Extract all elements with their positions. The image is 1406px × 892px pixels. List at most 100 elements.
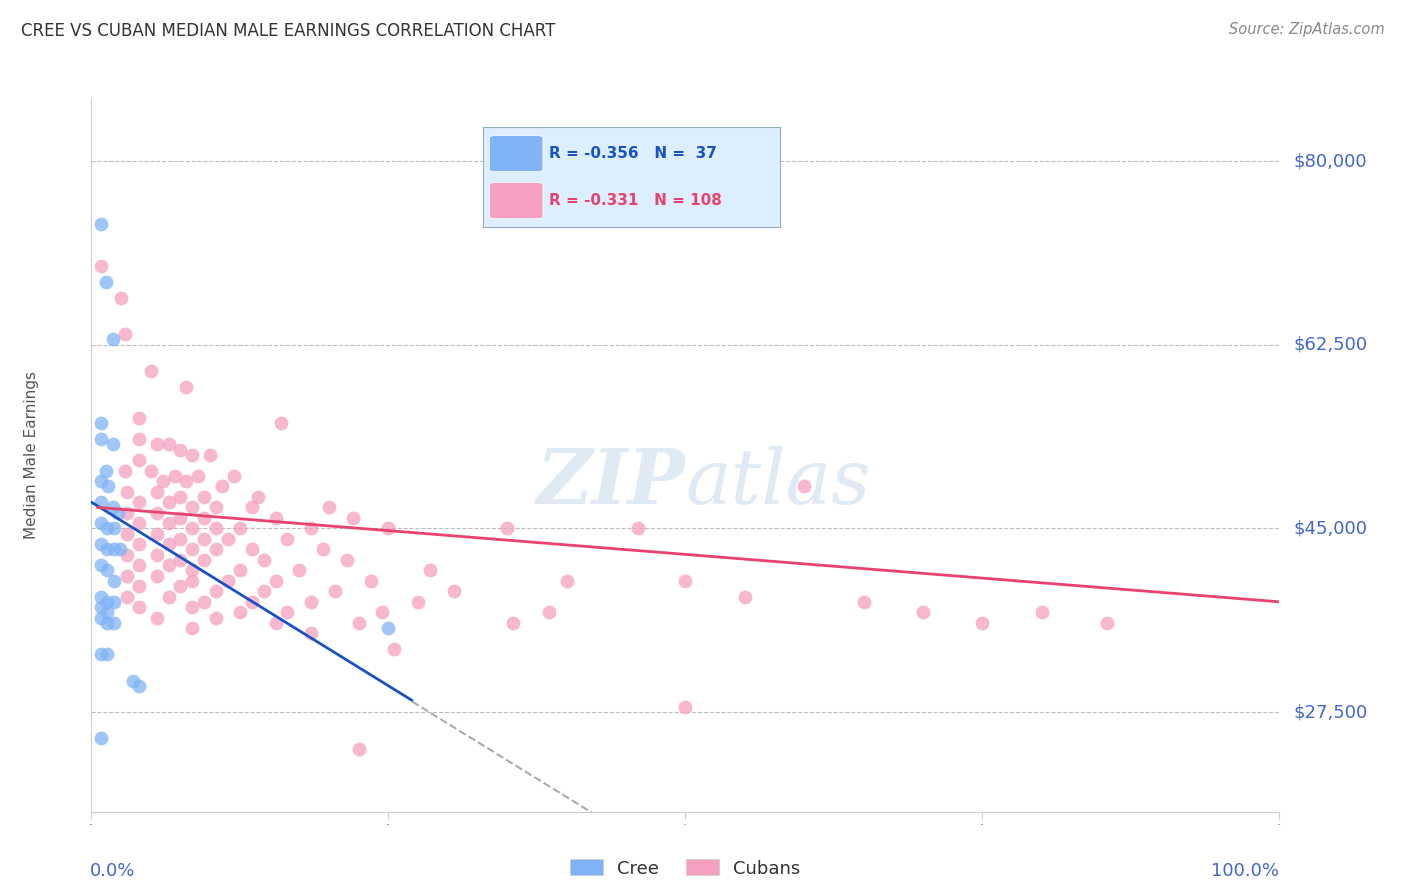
Point	[122, 673, 145, 688]
Point	[103, 574, 125, 588]
Point	[169, 579, 191, 593]
Point	[229, 605, 252, 619]
Point	[128, 411, 150, 425]
Point	[347, 741, 370, 756]
Text: $27,500: $27,500	[1294, 703, 1368, 721]
Point	[96, 615, 118, 630]
Point	[107, 506, 129, 520]
Point	[101, 437, 124, 451]
Point	[323, 584, 346, 599]
Point	[318, 500, 340, 515]
Point	[90, 537, 112, 551]
Point	[114, 327, 136, 342]
Point	[94, 464, 117, 478]
Point	[96, 605, 118, 619]
Point	[145, 548, 167, 562]
Point	[264, 574, 287, 588]
Point	[193, 595, 215, 609]
Point	[377, 621, 399, 635]
Point	[169, 553, 191, 567]
Point	[128, 537, 150, 551]
Point	[90, 217, 112, 231]
Point	[537, 605, 560, 619]
Point	[217, 574, 239, 588]
Point	[1095, 615, 1118, 630]
Point	[288, 563, 311, 577]
Point	[157, 437, 180, 451]
Point	[103, 542, 125, 557]
Point	[205, 521, 228, 535]
Point	[101, 333, 124, 347]
Point	[205, 542, 228, 557]
Point	[264, 511, 287, 525]
Point	[90, 610, 112, 624]
Point	[299, 521, 322, 535]
Point	[139, 364, 162, 378]
Point	[169, 532, 191, 546]
Point	[152, 474, 174, 488]
Point	[852, 595, 875, 609]
Point	[114, 464, 136, 478]
Point	[157, 537, 180, 551]
Point	[90, 648, 112, 662]
Point	[128, 600, 150, 615]
Point	[193, 553, 215, 567]
Point	[673, 574, 696, 588]
Point	[181, 448, 204, 462]
Point	[128, 516, 150, 530]
Point	[419, 563, 441, 577]
Point	[115, 506, 138, 520]
Point	[96, 542, 118, 557]
Point	[169, 490, 191, 504]
Point	[406, 595, 429, 609]
Point	[97, 479, 120, 493]
Point	[145, 506, 167, 520]
Point	[145, 526, 167, 541]
Point	[229, 563, 252, 577]
Point	[217, 532, 239, 546]
Point	[347, 615, 370, 630]
Point	[163, 469, 186, 483]
Point	[911, 605, 934, 619]
Point	[382, 642, 405, 657]
Point	[627, 521, 650, 535]
Point	[181, 563, 204, 577]
Point	[110, 291, 132, 305]
Point	[90, 516, 112, 530]
Point	[128, 495, 150, 509]
Point	[253, 584, 276, 599]
Text: atlas: atlas	[685, 447, 870, 520]
Point	[128, 558, 150, 573]
Point	[115, 568, 138, 582]
Point	[200, 448, 222, 462]
Point	[128, 679, 150, 693]
Point	[240, 500, 263, 515]
Point	[128, 432, 150, 446]
Point	[128, 453, 150, 467]
Point	[496, 521, 519, 535]
Point	[734, 590, 756, 604]
Point	[205, 500, 228, 515]
Point	[90, 590, 112, 604]
Point	[193, 490, 215, 504]
Point	[276, 605, 298, 619]
Point	[94, 275, 117, 289]
Point	[115, 484, 138, 499]
Point	[502, 615, 524, 630]
Point	[240, 595, 263, 609]
Point	[211, 479, 233, 493]
Point	[312, 542, 335, 557]
Point	[90, 259, 112, 273]
Point	[229, 521, 252, 535]
Point	[443, 584, 465, 599]
Point	[181, 521, 204, 535]
Point	[108, 542, 131, 557]
Text: Median Male Earnings: Median Male Earnings	[24, 371, 39, 539]
Point	[145, 610, 167, 624]
Point	[115, 590, 138, 604]
Point	[90, 600, 112, 615]
Point	[115, 526, 138, 541]
Point	[193, 511, 215, 525]
Text: $62,500: $62,500	[1294, 335, 1368, 354]
Point	[253, 553, 276, 567]
